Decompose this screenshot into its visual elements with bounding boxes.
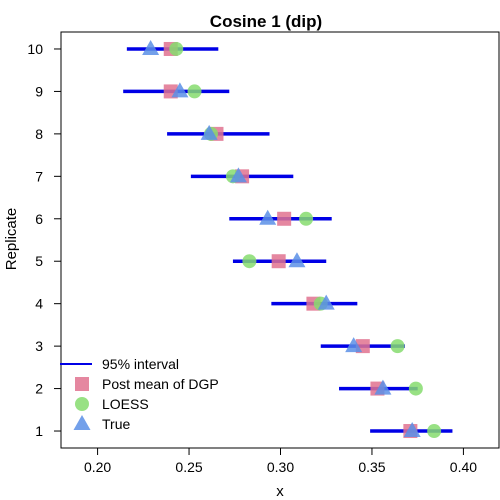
y-tick-label: 6 xyxy=(35,211,43,227)
true-point xyxy=(142,39,160,55)
x-axis-label: x xyxy=(276,483,284,500)
true-point xyxy=(317,294,335,310)
true-point xyxy=(288,252,306,268)
y-tick-label: 4 xyxy=(35,296,43,312)
legend: 95% interval Post mean of DGP LOESS True xyxy=(60,356,219,432)
x-tick-label: 0.40 xyxy=(450,459,477,475)
legend-label: 95% interval xyxy=(102,356,179,372)
marker-series xyxy=(142,39,442,439)
y-axis-label: Replicate xyxy=(3,208,20,271)
loess-point xyxy=(427,424,442,439)
true-point xyxy=(259,209,277,225)
x-tick-label: 0.25 xyxy=(175,459,202,475)
x-tick-label: 0.30 xyxy=(267,459,294,475)
y-tick-label: 10 xyxy=(27,41,43,57)
loess-point xyxy=(390,339,405,354)
true-point xyxy=(171,82,189,98)
legend-swatch-square xyxy=(75,377,89,391)
y-tick-label: 1 xyxy=(35,423,43,439)
loess-point xyxy=(299,211,314,226)
y-tick-label: 8 xyxy=(35,126,43,142)
x-tick-label: 0.20 xyxy=(84,459,111,475)
true-point xyxy=(374,379,392,395)
legend-swatch-triangle xyxy=(73,415,91,430)
y-tick-label: 9 xyxy=(35,83,43,99)
true-point xyxy=(345,337,363,353)
true-point xyxy=(403,422,421,438)
x-tick-label: 0.35 xyxy=(358,459,385,475)
loess-point xyxy=(242,254,257,269)
legend-label: True xyxy=(102,416,130,432)
post-mean-point xyxy=(277,211,292,226)
chart-title: Cosine 1 (dip) xyxy=(210,12,322,31)
legend-label: LOESS xyxy=(102,396,149,412)
loess-point xyxy=(187,84,202,99)
post-mean-point xyxy=(271,254,286,269)
y-tick-label: 5 xyxy=(35,253,43,269)
axes: 0.20 0.25 0.30 0.35 0.40 1 2 3 4 5 6 7 8 9 10 xyxy=(27,31,500,475)
legend-label: Post mean of DGP xyxy=(102,376,219,392)
true-point xyxy=(229,167,247,183)
loess-point xyxy=(408,381,423,396)
true-point xyxy=(200,124,218,140)
y-tick-label: 7 xyxy=(35,168,43,184)
y-tick-label: 3 xyxy=(35,338,43,354)
y-tick-label: 2 xyxy=(35,381,43,397)
loess-point xyxy=(169,41,184,56)
legend-swatch-circle xyxy=(75,397,89,411)
